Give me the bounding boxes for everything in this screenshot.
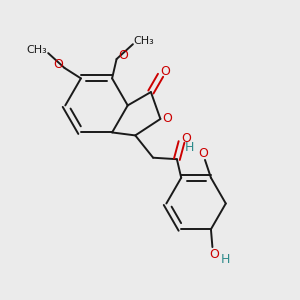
Text: O: O xyxy=(53,58,63,71)
Text: H: H xyxy=(185,141,194,154)
Text: O: O xyxy=(118,49,128,62)
Text: O: O xyxy=(209,248,219,261)
Text: H: H xyxy=(221,253,230,266)
Text: CH₃: CH₃ xyxy=(26,45,47,55)
Text: O: O xyxy=(181,132,191,145)
Text: O: O xyxy=(160,65,170,78)
Text: CH₃: CH₃ xyxy=(134,36,154,46)
Text: O: O xyxy=(162,112,172,125)
Text: O: O xyxy=(199,147,208,160)
